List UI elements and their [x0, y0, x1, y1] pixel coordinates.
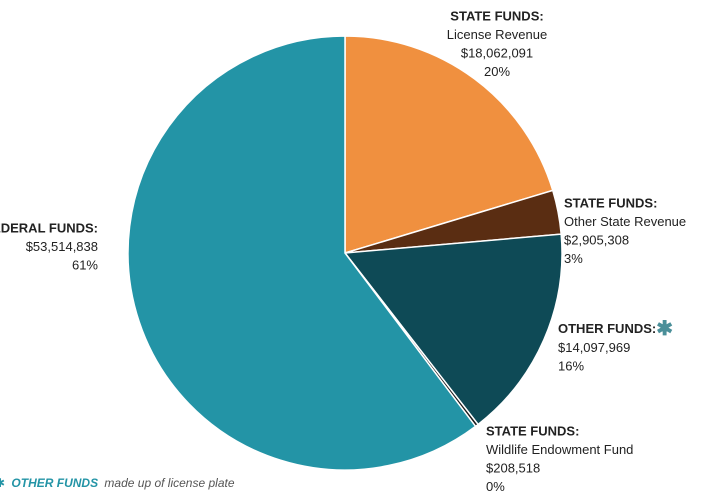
slice-name: Wildlife Endowment Fund	[486, 442, 633, 457]
value-label: $208,518	[486, 460, 540, 475]
percent-label: 61%	[72, 257, 98, 272]
slice-name: License Revenue	[447, 27, 547, 42]
pie-slice	[343, 233, 563, 426]
value-label: $14,097,969	[558, 340, 630, 355]
slice-header: STATE FUNDS:	[450, 8, 543, 23]
pie-slice	[344, 35, 554, 255]
percent-label: 16%	[558, 358, 584, 373]
pie-slice	[127, 35, 477, 471]
slice-header-text: OTHER FUNDS:	[558, 321, 656, 336]
value-label: $53,514,838	[26, 239, 98, 254]
slice-header: STATE FUNDS:	[486, 423, 579, 438]
footnote: ✱ OTHER FUNDS made up of license plate	[0, 476, 235, 490]
percent-label: 3%	[564, 251, 583, 266]
percent-label: 0%	[486, 479, 505, 491]
footnote-emphasis: OTHER FUNDS	[11, 476, 98, 490]
pie	[127, 35, 563, 471]
value-label: $18,062,091	[461, 45, 533, 60]
note-marker: ✱	[0, 476, 5, 490]
note-marker: ✱	[656, 318, 673, 340]
slice-header: FEDERAL FUNDS:	[0, 220, 98, 235]
percent-label: 20%	[484, 64, 510, 79]
slice-header: OTHER FUNDS:✱	[558, 318, 673, 340]
value-label: $2,905,308	[564, 232, 629, 247]
slice-header: STATE FUNDS:	[564, 195, 657, 210]
slice-name: Other State Revenue	[564, 214, 686, 229]
footnote-text: made up of license plate	[104, 476, 234, 490]
